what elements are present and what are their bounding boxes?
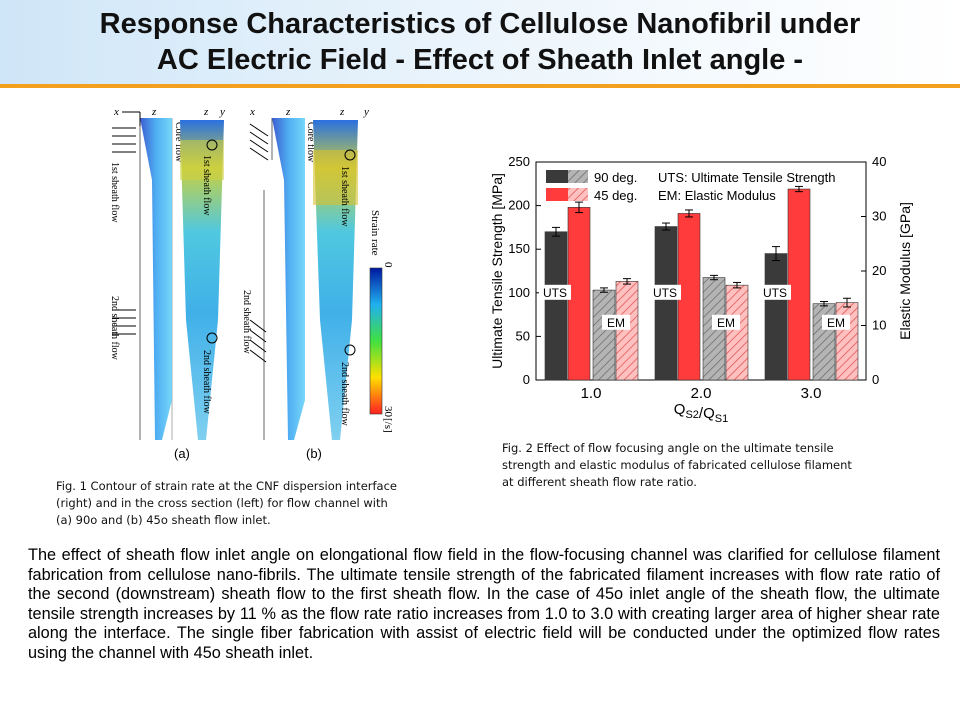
em-in-bar-label: EM (822, 314, 850, 330)
fig1a-axis-z2: z (203, 106, 209, 118)
fig1a-core-flow-label: Core flow (173, 122, 184, 163)
right-tick-label: 40 (872, 154, 886, 169)
fig1-caption-line-1: Fig. 1 Contour of strain rate at the CNF… (56, 479, 397, 493)
fig1-sublabel-a: (a) (174, 446, 190, 461)
legend-swatch-45-hatch (568, 188, 588, 201)
uts-label-text: UTS (653, 286, 677, 300)
em-in-bar-label: EM (602, 314, 630, 330)
fig2-caption: Fig. 2 Effect of flow focusing angle on … (502, 440, 922, 491)
bar-em-45deg (615, 281, 639, 381)
fig1-sublabel-b: (b) (306, 446, 322, 461)
colorbar-title: Strain rate (369, 210, 381, 256)
title-banner (0, 0, 960, 84)
page-title: Response Characteristics of Cellulose Na… (0, 6, 960, 78)
fig2-caption-line-2: strength and elastic modulus of fabricat… (502, 458, 852, 472)
x-axis-title: QS2/QS1 (674, 401, 728, 422)
bar-em-90deg (592, 289, 616, 381)
fig1a-second-sheath-label: 2nd sheath flow (109, 296, 120, 361)
fig1b-axis-z2: z (339, 106, 345, 118)
fig2-caption-line-1: Fig. 2 Effect of flow focusing angle on … (502, 441, 834, 455)
uts-in-bar-label: UTS (539, 284, 571, 300)
legend-swatch-90-hatch (568, 170, 588, 183)
colorbar-max: 30 (382, 406, 394, 418)
fig1a-second-sheath-label-2: 2nd sheath flow (201, 350, 212, 415)
x-tick-label: 1.0 (581, 385, 602, 402)
colorbar-unit: [/s] (382, 418, 394, 433)
title-line-1: Response Characteristics of Cellulose Na… (99, 8, 861, 40)
title-line-2: AC Electric Field - Effect of Sheath Inl… (156, 44, 804, 76)
title-underline (0, 84, 960, 88)
fig1b-axis-x: x (249, 106, 255, 118)
x-tick-label: 2.0 (691, 385, 712, 402)
strain-rate-colorbar: Strain rate 0 30 [/s] (369, 210, 394, 433)
fig1-caption-line-3: (a) 90o and (b) 45o sheath flow inlet. (56, 513, 271, 527)
fig1b-angled-arrows (249, 123, 269, 363)
right-tick-label: 0 (872, 372, 879, 387)
fig1a-first-sheath-label: 1st sheath flow (109, 162, 120, 223)
right-tick-label: 10 (872, 318, 886, 333)
uts-em-bar-chart: 0 50 100 150 200 250 0 10 20 30 40 Ultimate Tensile… (489, 154, 913, 422)
colorbar-min: 0 (382, 262, 394, 268)
fig1a-cross-section: x z 1st sheath flow 2nd sheath flow Core… (109, 106, 184, 440)
legend-label-45: 45 deg. (594, 188, 637, 203)
uts-label-text: UTS (763, 286, 787, 300)
left-tick-label: 50 (516, 328, 530, 343)
right-tick-label: 20 (872, 263, 886, 278)
bar-uts-90deg (764, 253, 788, 381)
bar-em-45deg (835, 302, 859, 381)
fig1b-first-sheath-label: 1st sheath flow (339, 166, 350, 227)
chart-legend: 90 deg. 45 deg. UTS: Ultimate Tensile Stre… (546, 170, 836, 203)
fig1b-axis-z: z (285, 106, 291, 118)
em-in-bar-label: EM (712, 314, 740, 330)
left-tick-label: 250 (508, 154, 530, 169)
x-tick-label: 3.0 (801, 385, 822, 402)
legend-swatch-90-dark (546, 170, 568, 183)
bar-uts-45deg (787, 188, 811, 381)
em-label-text: EM (827, 316, 845, 330)
strain-rate-contour-figure: x z 1st sheath flow 2nd sheath flow Core… (109, 106, 394, 440)
fig1a-interface: z y 1st sheath flow 2nd sheath flow (180, 106, 225, 440)
left-tick-label: 150 (508, 241, 530, 256)
fig2-caption-line-3: at different sheath flow rate ratio. (502, 475, 697, 489)
bar-uts-45deg (677, 213, 701, 381)
fig1b-interface: z y 1st sheath flow 2nd sheath flow (313, 106, 369, 440)
legend-swatch-45-red (546, 188, 568, 201)
fig1a-axis-y: y (219, 106, 225, 118)
y-axis-right-title: Elastic Modulus [GPa] (897, 202, 913, 340)
summary-paragraph: The effect of sheath flow inlet angle on… (28, 546, 940, 662)
em-label-text: EM (717, 316, 735, 330)
bar-uts-90deg (654, 226, 678, 381)
fig1b-core-flow-label: Core flow (305, 122, 316, 163)
right-tick-label: 30 (872, 209, 886, 224)
fig1a-first-sheath-arrows (112, 127, 136, 335)
em-label-text: EM (607, 316, 625, 330)
fig1a-axis-z: z (151, 106, 157, 118)
fig1-caption: Fig. 1 Contour of strain rate at the CNF… (56, 478, 456, 529)
uts-in-bar-label: UTS (649, 284, 681, 300)
fig1b-second-sheath-label: 2nd sheath flow (241, 290, 252, 355)
uts-label-text: UTS (543, 286, 567, 300)
uts-in-bar-label: UTS (759, 284, 791, 300)
legend-note-em: EM: Elastic Modulus (658, 188, 776, 203)
fig1b-axis-y: y (363, 106, 369, 118)
fig1b-second-sheath-label-2: 2nd sheath flow (339, 362, 350, 427)
fig1-caption-line-2: (right) and in the cross section (left) … (56, 496, 388, 510)
left-tick-label: 200 (508, 198, 530, 213)
bar-uts-45deg (567, 207, 591, 381)
bar-uts-90deg (544, 231, 568, 381)
left-tick-label: 0 (523, 372, 530, 387)
bar-em-45deg (725, 284, 749, 381)
y-axis-left-title: Ultimate Tensile Strength [MPa] (489, 173, 505, 369)
legend-note-uts: UTS: Ultimate Tensile Strength (658, 170, 836, 185)
left-tick-label: 100 (508, 285, 530, 300)
fig1b-cross-section: x z 2nd sheath flow Core flow (241, 106, 316, 440)
fig1a-first-sheath-label-2: 1st sheath flow (201, 155, 212, 216)
legend-label-90: 90 deg. (594, 170, 637, 185)
fig1a-axis-x: x (113, 106, 119, 118)
